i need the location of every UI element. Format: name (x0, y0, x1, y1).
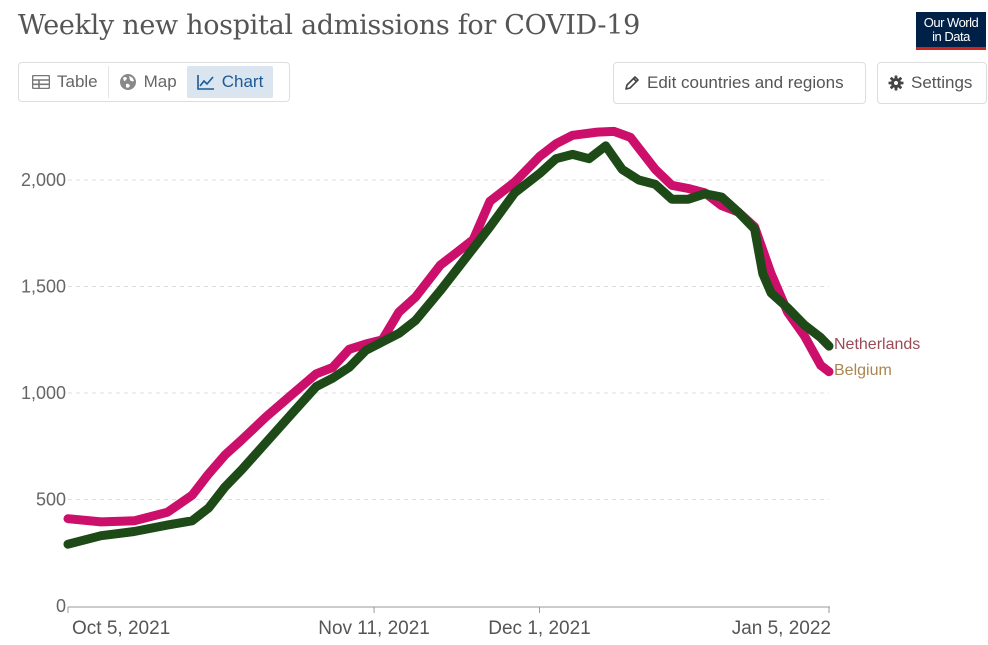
pencil-icon (625, 76, 639, 90)
tab-table-label: Table (57, 72, 98, 91)
x-tick-label: Nov 11, 2021 (318, 618, 430, 639)
settings-label: Settings (911, 73, 973, 92)
chart-title: Weekly new hospital admissions for COVID… (18, 10, 640, 41)
tab-chart[interactable]: Chart (186, 66, 274, 98)
y-tick-label: 2,000 (21, 170, 66, 190)
legend-label-belgium: Belgium (834, 362, 892, 379)
x-tick-label: Oct 5, 2021 (72, 618, 170, 639)
tab-map[interactable]: Map (107, 66, 187, 98)
y-tick-label: 1,000 (21, 383, 66, 403)
logo-line-2: in Data (932, 29, 970, 44)
logo-line-1: Our World (923, 15, 979, 30)
series-line-belgium (63, 126, 834, 527)
y-tick-label: 1,500 (21, 277, 66, 297)
owid-logo[interactable]: Our World in Data (916, 12, 986, 50)
x-tick-label: Jan 5, 2022 (732, 618, 831, 639)
settings-button[interactable]: Settings (877, 62, 987, 104)
line-chart-icon (196, 75, 214, 90)
tab-map-label: Map (143, 72, 177, 91)
view-tabs: Table Map Chart (18, 62, 290, 102)
gear-icon (888, 75, 904, 91)
y-tick-label: 0 (56, 596, 66, 616)
tab-chart-label: Chart (221, 72, 264, 91)
globe-icon (119, 74, 136, 90)
series-line-netherlands (63, 141, 834, 549)
y-tick-label: 500 (36, 490, 66, 510)
table-icon (32, 75, 50, 89)
tab-table[interactable]: Table (22, 66, 108, 98)
edit-countries-button[interactable]: Edit countries and regions (613, 62, 866, 104)
x-tick-label: Dec 1, 2021 (488, 618, 590, 639)
edit-countries-label: Edit countries and regions (647, 73, 844, 92)
legend-label-netherlands: Netherlands (834, 336, 920, 353)
